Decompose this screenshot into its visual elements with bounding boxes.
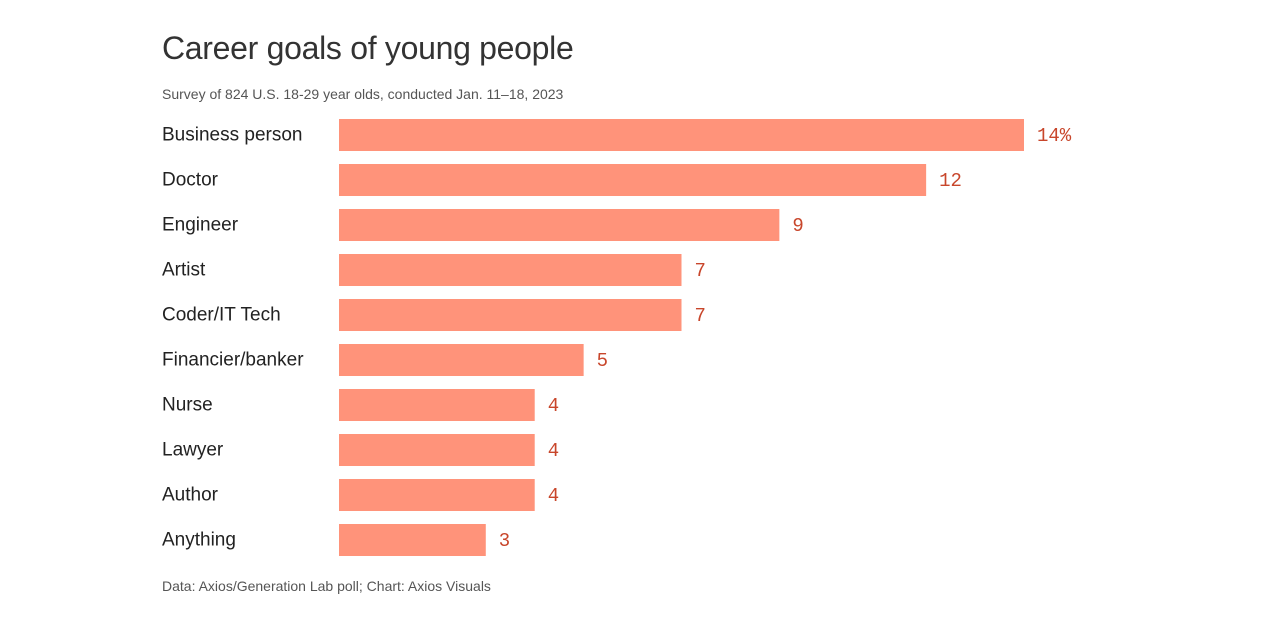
category-label-nurse: Nurse <box>162 395 213 416</box>
bar-row-nurse: Nurse 4 <box>162 389 559 421</box>
bar-business-person <box>339 119 1024 151</box>
bar-lawyer <box>339 434 535 466</box>
bar-nurse <box>339 389 535 421</box>
category-label-coder-it-tech: Coder/IT Tech <box>162 305 281 326</box>
value-label-lawyer: 4 <box>548 440 559 462</box>
bar-doctor <box>339 164 927 196</box>
chart-subtitle: Survey of 824 U.S. 18-29 year olds, cond… <box>162 86 564 102</box>
bar-author <box>339 479 535 511</box>
bar-row-doctor: Doctor 12 <box>162 164 962 196</box>
category-label-lawyer: Lawyer <box>162 440 224 461</box>
value-label-artist: 7 <box>695 260 706 282</box>
bar-anything <box>339 524 486 556</box>
category-label-financier-banker: Financier/banker <box>162 350 304 371</box>
bar-row-artist: Artist 7 <box>162 254 706 286</box>
bar-financier-banker <box>339 344 584 376</box>
bar-row-coder-it-tech: Coder/IT Tech 7 <box>162 299 706 331</box>
bar-row-financier-banker: Financier/banker 5 <box>162 344 608 376</box>
value-label-financier-banker: 5 <box>597 350 608 372</box>
bar-row-lawyer: Lawyer 4 <box>162 434 559 466</box>
value-label-coder-it-tech: 7 <box>695 305 706 327</box>
bar-row-engineer: Engineer 9 <box>162 209 804 241</box>
bar-coder-it-tech <box>339 299 682 331</box>
bar-row-business-person: Business person 14% <box>162 119 1072 151</box>
category-label-doctor: Doctor <box>162 170 219 191</box>
value-label-business-person: 14% <box>1037 125 1072 147</box>
bar-artist <box>339 254 682 286</box>
chart-source-note: Data: Axios/Generation Lab poll; Chart: … <box>162 578 491 594</box>
value-label-anything: 3 <box>499 530 510 552</box>
category-label-engineer: Engineer <box>162 215 239 236</box>
bar-engineer <box>339 209 780 241</box>
category-label-artist: Artist <box>162 260 206 281</box>
value-label-author: 4 <box>548 485 559 507</box>
category-label-business-person: Business person <box>162 125 302 146</box>
value-label-doctor: 12 <box>939 170 962 192</box>
category-label-author: Author <box>162 485 219 506</box>
value-label-engineer: 9 <box>792 215 803 237</box>
chart-title: Career goals of young people <box>162 30 574 66</box>
value-label-nurse: 4 <box>548 395 559 417</box>
bar-row-anything: Anything 3 <box>162 524 510 556</box>
category-label-anything: Anything <box>162 530 236 551</box>
bar-row-author: Author 4 <box>162 479 559 511</box>
